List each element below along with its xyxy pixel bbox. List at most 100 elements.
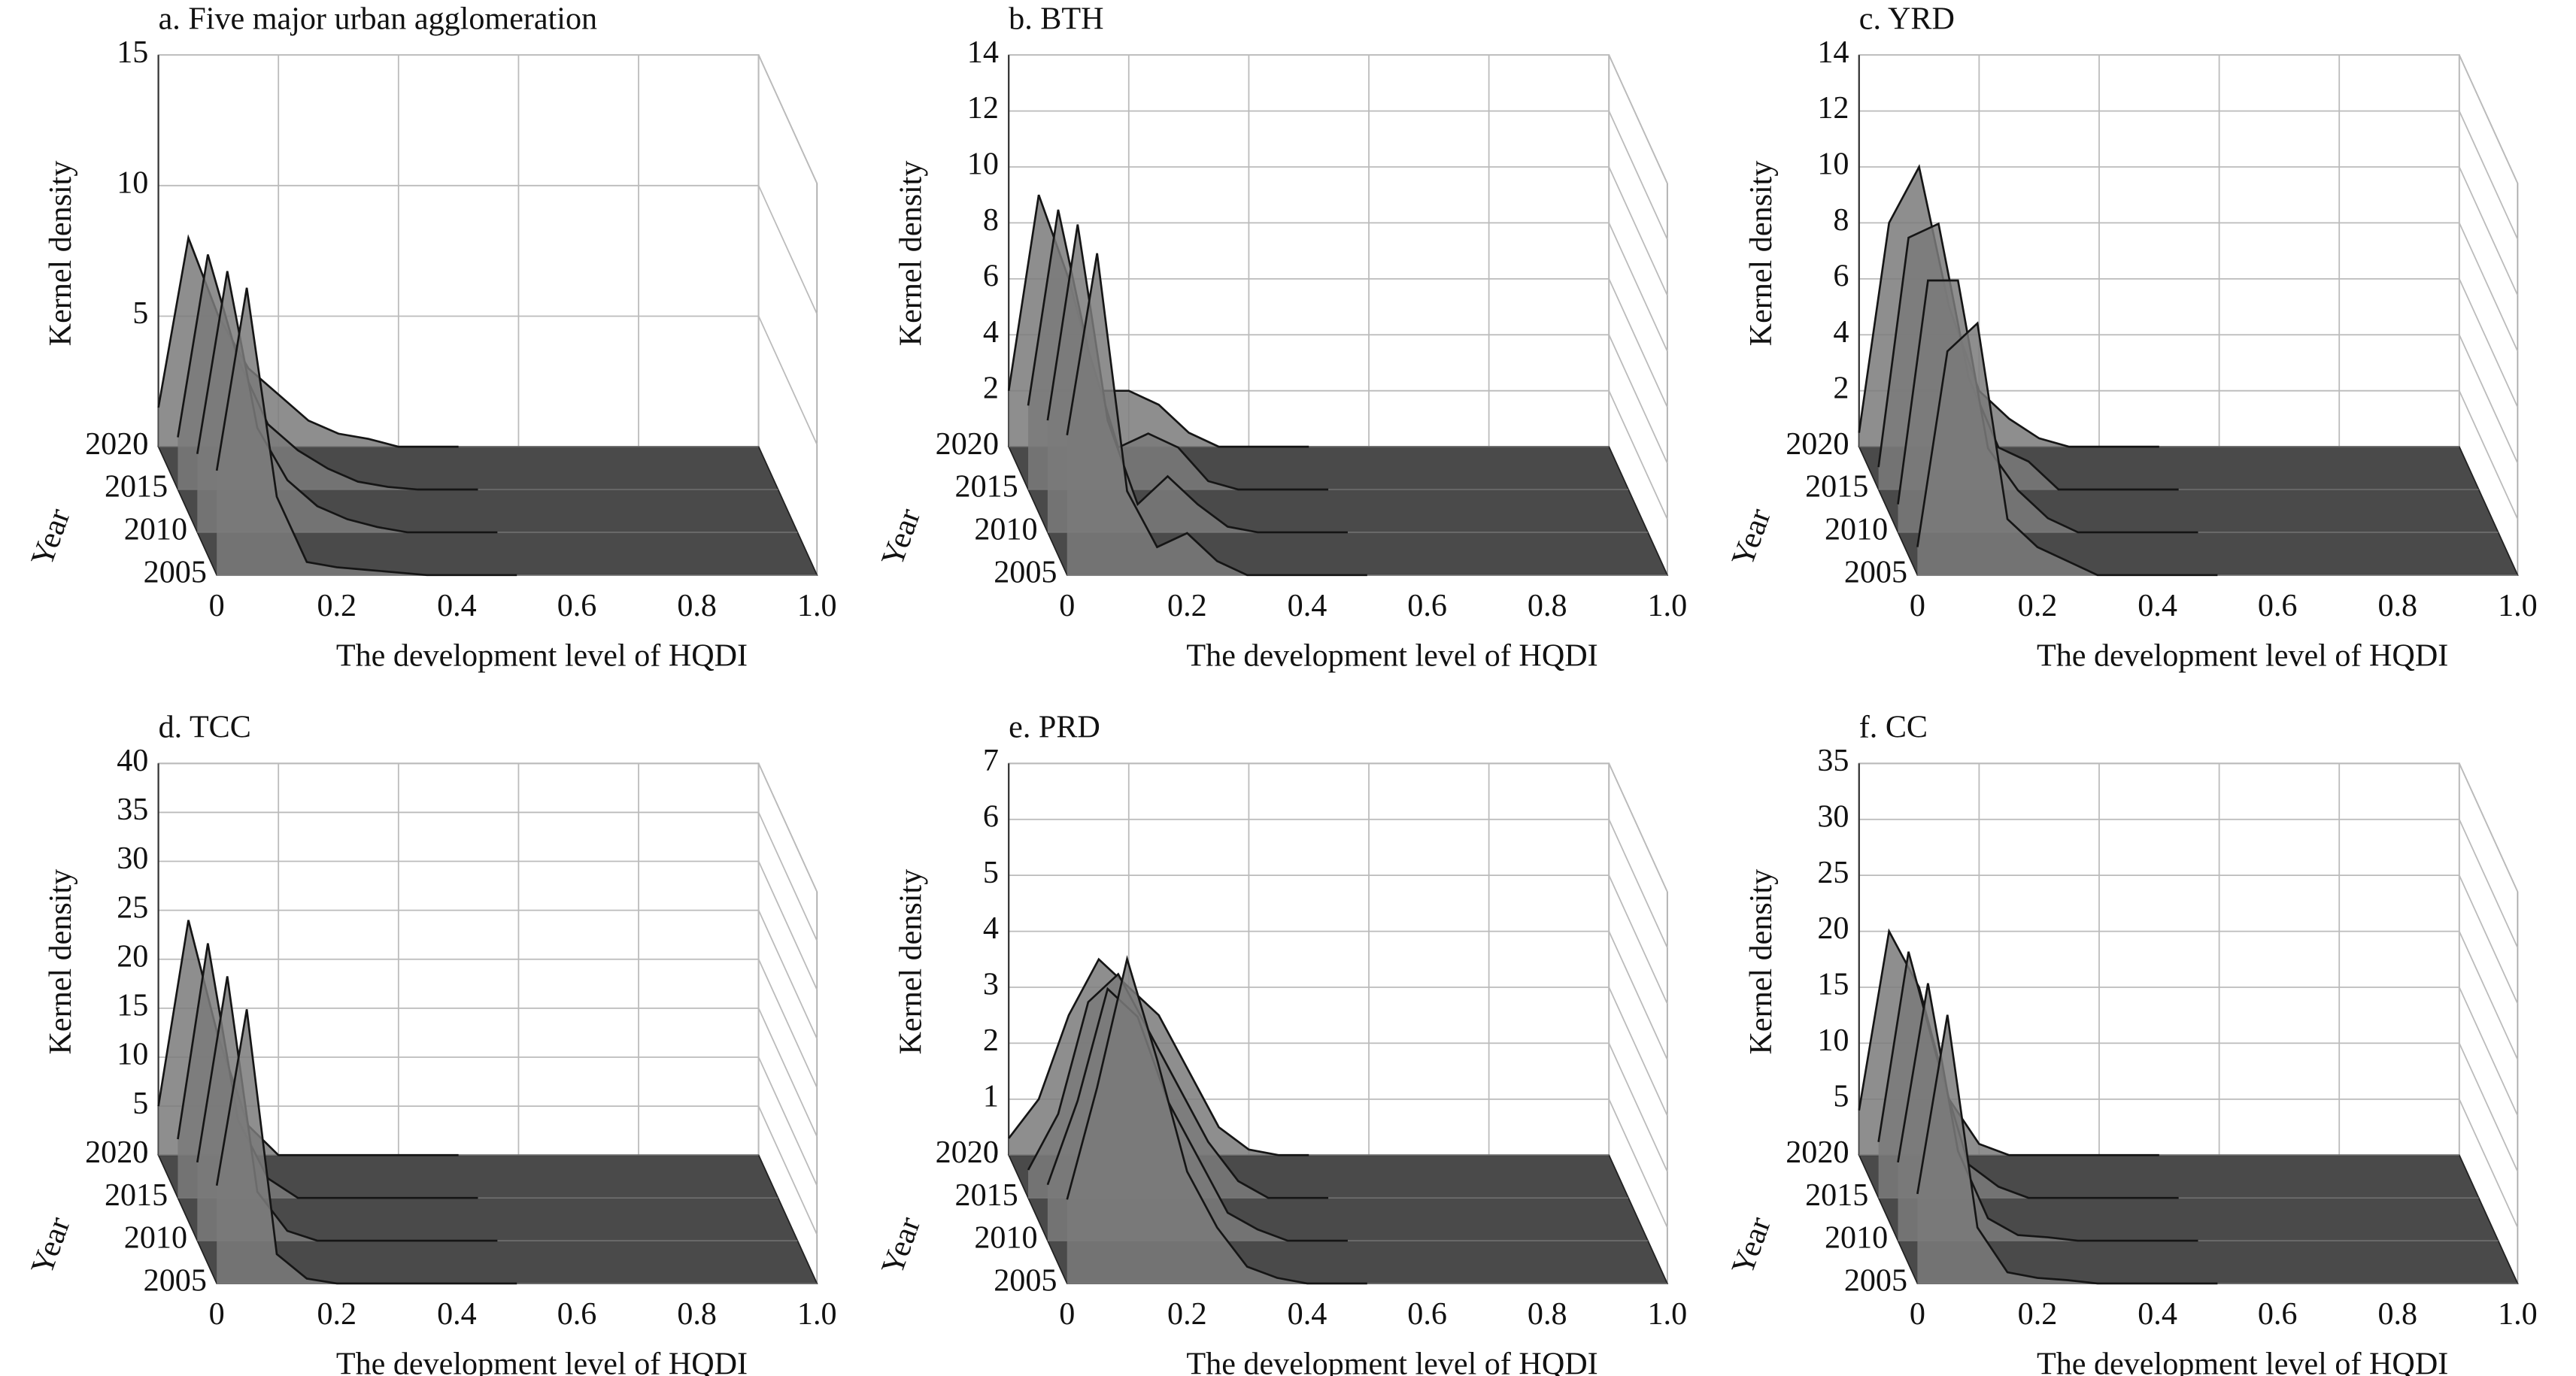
z-tick-label: 25 (117, 890, 148, 925)
grid-line (757, 316, 818, 445)
x-tick-label: 0.6 (2258, 1296, 2298, 1332)
z-tick-label: 3 (983, 967, 999, 1002)
density-curve (1046, 987, 1348, 1242)
density-curve (215, 1009, 517, 1285)
x-axis-label: The development level of HQDI (1186, 1346, 1597, 1376)
z-tick-label: 15 (117, 988, 148, 1023)
panel: 0 0.2 0.4 0.6 0.8 1.0 0 2 4 6 8 10 12 14 2005 2010 2015 2… (1725, 1, 2538, 673)
year-tick-label: 2015 (105, 469, 168, 505)
z-axis-label: Kernel density (43, 869, 78, 1055)
grid-line (1608, 223, 1668, 352)
panel-title: c. YRD (1859, 1, 1955, 36)
x-tick-label: 0.2 (2018, 1296, 2058, 1332)
x-tick-label: 0 (1059, 1296, 1075, 1332)
panel-title: d. TCC (159, 710, 251, 745)
z-tick-label: 30 (117, 841, 148, 876)
grid-line (2459, 390, 2519, 520)
z-tick-label: 4 (983, 314, 999, 350)
grid-line (2459, 1099, 2519, 1228)
x-tick-label: 0.4 (2138, 1296, 2177, 1332)
z-tick-label: 30 (1817, 799, 1849, 834)
z-tick-label: 10 (1817, 147, 1849, 182)
grid-line (2459, 762, 2519, 893)
x-tick-label: 0 (1059, 588, 1075, 623)
x-tick-label: 0.4 (437, 588, 477, 623)
grid-line (2459, 874, 2519, 1005)
x-tick-label: 0.6 (1407, 588, 1447, 623)
x-tick-label: 0.6 (2258, 588, 2298, 623)
year-tick-label: 2015 (955, 469, 1018, 505)
x-tick-label: 1.0 (797, 588, 837, 623)
grid-line (1608, 54, 1668, 184)
grid-line (757, 959, 818, 1088)
grid-line (757, 1056, 818, 1187)
x-tick-label: 0.8 (1528, 1296, 1567, 1332)
z-tick-label: 40 (117, 743, 148, 778)
z-tick-label: 10 (117, 165, 148, 200)
grid-line (2459, 223, 2519, 352)
density-curve (1066, 955, 1367, 1285)
x-tick-label: 1.0 (1648, 1296, 1688, 1332)
year-tick-label: 2010 (1825, 1220, 1888, 1256)
x-tick-label: 0.2 (2018, 588, 2058, 623)
grid-line (2459, 334, 2519, 464)
surface-fill (217, 287, 517, 575)
x-tick-label: 0.8 (1528, 588, 1567, 623)
x-tick-label: 0.2 (317, 588, 357, 623)
year-tick-label: 2020 (85, 426, 148, 462)
grid-line (2459, 166, 2519, 296)
year-tick-label: 2020 (1786, 426, 1849, 462)
year-axis-label: Year (24, 504, 77, 571)
grid-line (1608, 390, 1668, 520)
year-tick-label: 2015 (1805, 1177, 1868, 1213)
x-tick-label: 0.4 (1288, 588, 1327, 623)
panel-title: f. CC (1859, 710, 1928, 745)
z-tick-label: 14 (967, 35, 999, 70)
x-tick-label: 0 (1910, 588, 1925, 623)
x-tick-label: 0.4 (2138, 588, 2177, 623)
z-tick-label: 12 (1817, 90, 1849, 126)
x-axis-label: The development level of HQDI (2037, 638, 2448, 673)
grid-line (757, 812, 818, 941)
x-tick-label: 0.2 (1167, 588, 1207, 623)
z-tick-label: 6 (983, 259, 999, 294)
z-axis-label: Kernel density (43, 161, 78, 347)
x-tick-label: 0 (1910, 1296, 1925, 1332)
z-tick-label: 35 (1817, 743, 1849, 778)
density-curve (1916, 1014, 2218, 1285)
z-tick-label: 2 (1833, 370, 1849, 405)
grid-line (2459, 111, 2519, 240)
grid-line (1608, 819, 1668, 948)
x-axis-label: The development level of HQDI (336, 638, 748, 673)
z-axis-label: Kernel density (1743, 869, 1779, 1055)
surface-fill (1067, 253, 1367, 575)
year-tick-label: 2005 (1844, 554, 1907, 589)
z-tick-label: 6 (1833, 259, 1849, 294)
panel-title: a. Five major urban agglomeration (159, 1, 598, 36)
grid-line (2459, 278, 2519, 408)
year-tick-label: 2010 (1825, 512, 1888, 547)
surface-fill (1917, 323, 2218, 575)
density-curve (1858, 164, 2159, 448)
x-tick-label: 0.8 (2377, 588, 2417, 623)
year-tick-label: 2005 (144, 554, 207, 589)
year-tick-label: 2020 (1786, 1135, 1849, 1170)
year-axis-label: Year (1725, 1212, 1778, 1279)
density-curve (215, 287, 517, 577)
z-tick-label: 8 (983, 202, 999, 238)
x-tick-label: 0.2 (1167, 1296, 1207, 1332)
z-tick-label: 35 (117, 792, 148, 827)
density-curve (1027, 972, 1329, 1199)
panel-title: e. PRD (1009, 710, 1100, 745)
panel: 0 0.2 0.4 0.6 0.8 1.0 0 2 4 6 8 10 12 14 2005 2010 2015 2… (875, 1, 1688, 673)
year-tick-label: 2015 (105, 1177, 168, 1213)
x-tick-label: 0 (209, 1296, 225, 1332)
grid-line (757, 762, 818, 893)
grid-line (1608, 278, 1668, 408)
grid-line (757, 861, 818, 990)
z-axis-label: Kernel density (1743, 161, 1779, 347)
x-axis-label: The development level of HQDI (336, 1346, 748, 1376)
grid-line (2459, 1043, 2519, 1172)
